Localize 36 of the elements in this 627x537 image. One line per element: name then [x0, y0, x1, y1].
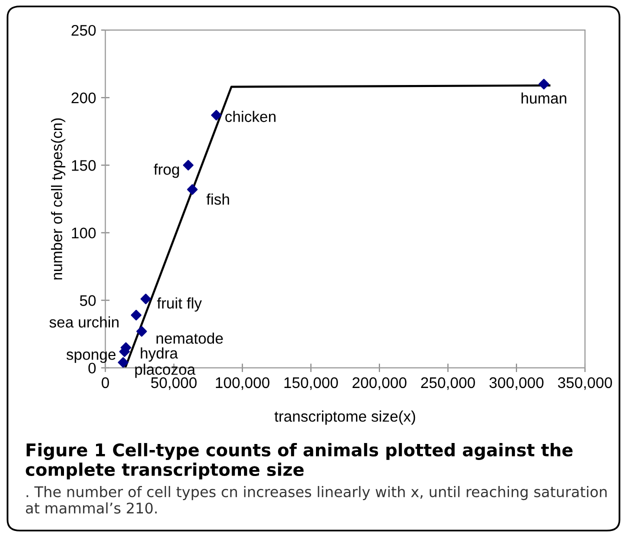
point — [187, 184, 198, 195]
annotation: nematode — [156, 332, 223, 344]
x-tick-label: 300,000 — [489, 377, 544, 390]
text: . The number of cell types cn increases linearly with x, until reaching saturation at mammal’s 210. — [26, 486, 607, 514]
annotation: hydra — [140, 347, 178, 362]
point — [136, 326, 147, 337]
point — [130, 310, 142, 320]
text: Figure 1 Cell-type counts of animals plotted against the complete transcriptome size — [26, 443, 573, 480]
x-tick-label: 350,000 — [558, 377, 612, 390]
x-tick-label: 150,000 — [284, 377, 338, 390]
annotation: human — [522, 92, 566, 104]
point — [182, 160, 194, 170]
annotation: sea urchin — [49, 316, 119, 328]
y-axis-title: number of cell types(cn) — [51, 118, 66, 280]
x-tick-label: 0 — [102, 377, 109, 388]
y-tick-label: 100 — [72, 228, 96, 238]
y-tick-label: 150 — [72, 160, 96, 171]
y-tick-label: 250 — [72, 24, 96, 36]
annotation: sponge — [66, 352, 116, 363]
y-tick-label: 50 — [80, 295, 96, 306]
point — [211, 110, 222, 120]
y-tick-label: 0 — [88, 362, 96, 374]
x-tick-label: 200,000 — [352, 377, 406, 390]
x-tick-label: 50,000 — [151, 377, 197, 390]
annotation: fruit fly — [157, 297, 202, 312]
point — [118, 357, 128, 368]
point — [140, 294, 152, 304]
annotation: fish — [206, 193, 230, 205]
y-tick-label: 200 — [72, 92, 96, 104]
annotation: chicken — [225, 110, 276, 122]
x-tick-label: 100,000 — [216, 377, 270, 390]
x-axis-title: transcriptome size(x) — [274, 410, 416, 425]
point — [538, 78, 550, 90]
annotation: placozoa — [135, 364, 196, 378]
annotation: frog — [154, 164, 179, 178]
x-tick-label: 250,000 — [421, 377, 475, 390]
